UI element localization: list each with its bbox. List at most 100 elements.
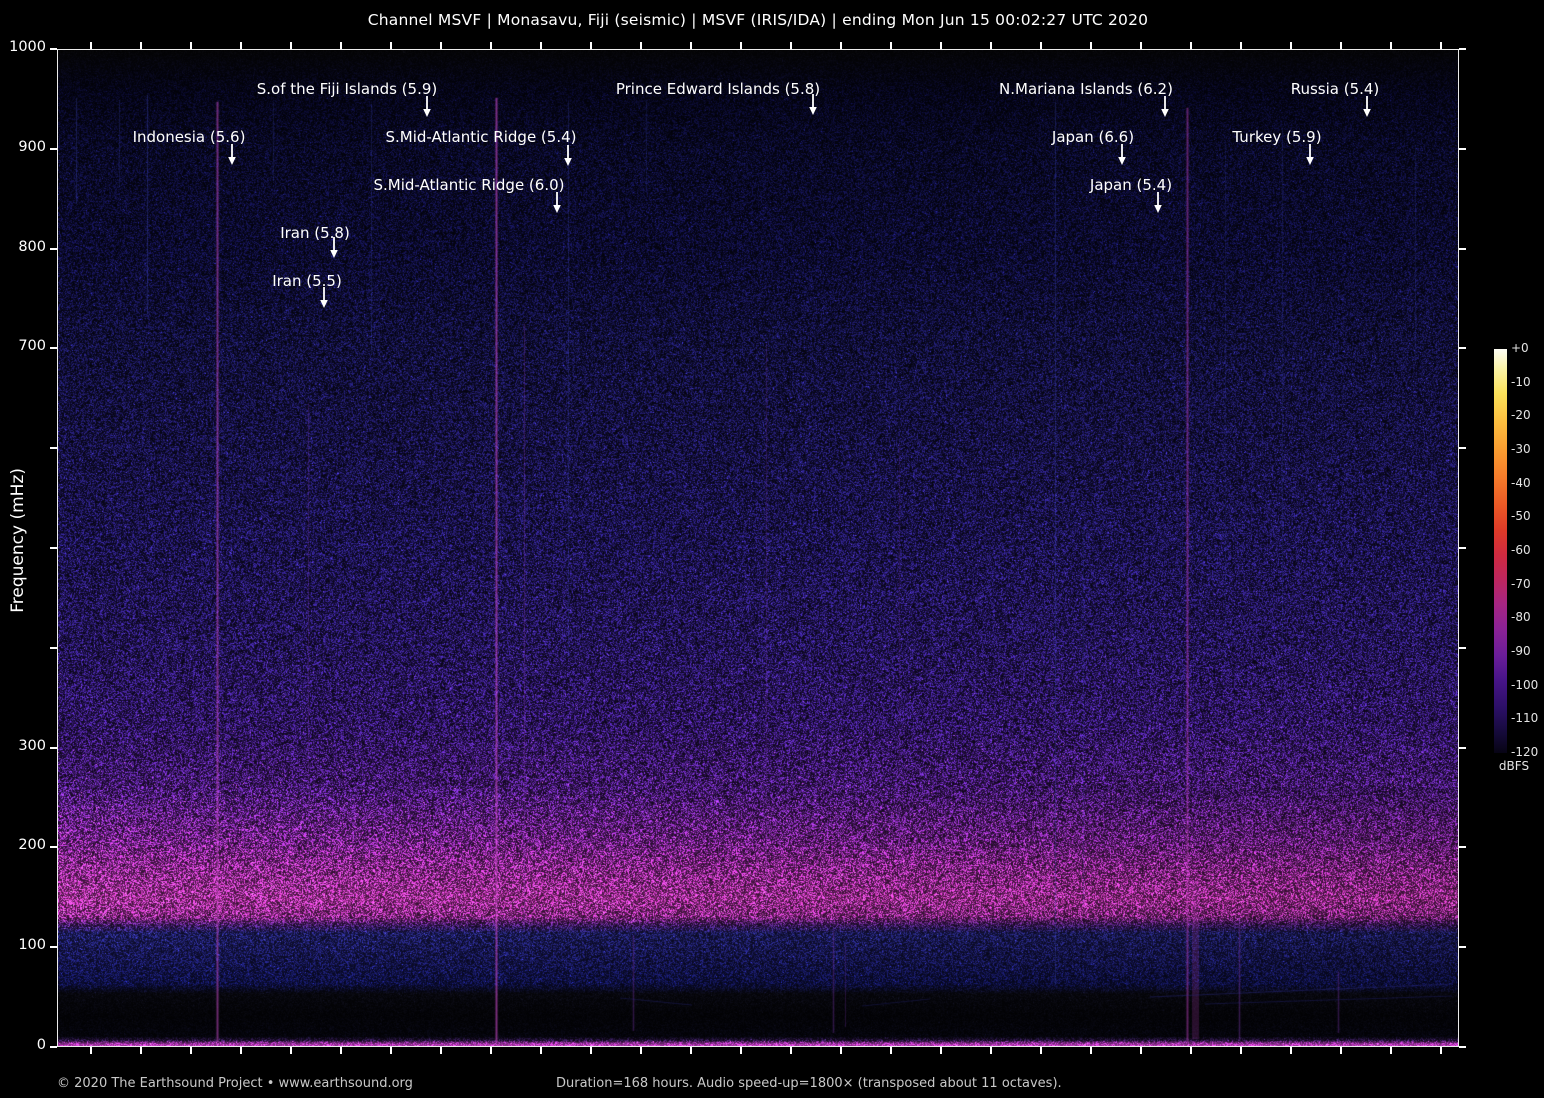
duration-text: Duration=168 hours. Audio speed-up=1800×… xyxy=(556,1076,1062,1091)
x-tick-top xyxy=(790,42,792,49)
event-annotation: Iran (5.5) xyxy=(272,272,342,290)
x-tick-bottom xyxy=(1040,1047,1042,1054)
event-annotation: S.Mid-Atlantic Ridge (5.4) xyxy=(385,128,577,146)
colorbar xyxy=(1494,349,1507,753)
x-tick-bottom xyxy=(240,1047,242,1054)
event-annotation: Russia (5.4) xyxy=(1290,80,1380,98)
y-tick-left xyxy=(50,347,57,349)
y-tick-label: 300 xyxy=(18,738,46,754)
y-tick-left xyxy=(50,846,57,848)
down-arrow-icon xyxy=(1118,144,1126,165)
y-tick-label: 100 xyxy=(18,937,46,953)
x-tick-top xyxy=(590,42,592,49)
x-tick-bottom xyxy=(1290,1047,1292,1054)
down-arrow-icon xyxy=(1154,192,1162,213)
x-tick-top xyxy=(1190,42,1192,49)
y-tick-left xyxy=(50,48,57,50)
colorbar-tick-label: -10 xyxy=(1511,374,1531,389)
y-tick-right xyxy=(1459,248,1466,250)
colorbar-tick-label: -90 xyxy=(1511,644,1531,658)
x-tick-top xyxy=(690,42,692,49)
y-tick-right xyxy=(1459,946,1466,948)
x-tick-bottom xyxy=(540,1047,542,1054)
x-tick-bottom xyxy=(290,1047,292,1054)
colorbar-tick-label: -60 xyxy=(1511,543,1531,557)
y-tick-right xyxy=(1459,647,1466,649)
y-tick-left xyxy=(50,248,57,250)
y-tick-label: 200 xyxy=(18,837,46,853)
colorbar-tick-label: -30 xyxy=(1511,442,1531,456)
copyright-text: © 2020 The Earthsound Project • www.eart… xyxy=(57,1076,413,1091)
event-annotation: S.of the Fiji Islands (5.9) xyxy=(256,80,438,98)
x-tick-bottom xyxy=(440,1047,442,1054)
colorbar-tick-label: -120 xyxy=(1511,745,1539,759)
y-tick-right xyxy=(1459,447,1466,449)
x-tick-top xyxy=(890,42,892,49)
event-annotation: Japan (6.6) xyxy=(1051,128,1135,146)
y-tick-label: 0 xyxy=(36,1037,46,1053)
x-tick-bottom xyxy=(1090,1047,1092,1054)
down-arrow-icon xyxy=(330,237,338,258)
colorbar-tick-label: -100 xyxy=(1511,677,1539,692)
x-tick-bottom xyxy=(790,1047,792,1054)
x-tick-top xyxy=(940,42,942,49)
x-tick-top xyxy=(340,42,342,49)
x-tick-bottom xyxy=(1190,1047,1192,1054)
x-tick-bottom xyxy=(1440,1047,1442,1054)
x-tick-top xyxy=(190,42,192,49)
down-arrow-icon xyxy=(228,144,236,165)
y-tick-right xyxy=(1459,148,1466,150)
x-tick-bottom xyxy=(390,1047,392,1054)
y-tick-right xyxy=(1459,48,1466,50)
x-tick-bottom xyxy=(690,1047,692,1054)
spectrogram-canvas xyxy=(58,50,1458,1046)
down-arrow-icon xyxy=(809,94,817,115)
y-tick-left xyxy=(50,747,57,749)
x-tick-top xyxy=(1340,42,1342,49)
y-tick-left xyxy=(50,547,57,549)
x-tick-bottom xyxy=(190,1047,192,1054)
event-annotation: Iran (5.8) xyxy=(280,224,350,242)
x-tick-top xyxy=(840,42,842,49)
colorbar-tick-label: -110 xyxy=(1511,711,1539,726)
y-tick-right xyxy=(1459,547,1466,549)
x-tick-bottom xyxy=(1340,1047,1342,1054)
x-tick-top xyxy=(290,42,292,49)
y-tick-left xyxy=(50,148,57,150)
colorbar-tick-label: -50 xyxy=(1511,509,1531,524)
x-tick-top xyxy=(1040,42,1042,49)
y-tick-right xyxy=(1459,846,1466,848)
colorbar-tick-label: -20 xyxy=(1511,408,1531,423)
down-arrow-icon xyxy=(553,192,561,213)
colorbar-tick-label: -80 xyxy=(1511,610,1531,625)
x-tick-bottom xyxy=(740,1047,742,1054)
x-tick-top xyxy=(140,42,142,49)
colorbar-unit-label: dBFS xyxy=(1498,759,1530,773)
event-annotation: S.Mid-Atlantic Ridge (6.0) xyxy=(373,176,565,194)
y-tick-right xyxy=(1459,747,1466,749)
x-tick-bottom xyxy=(490,1047,492,1054)
down-arrow-icon xyxy=(320,287,328,308)
y-tick-right xyxy=(1459,347,1466,349)
x-tick-bottom xyxy=(840,1047,842,1054)
colorbar-tick-label: +0 xyxy=(1511,341,1529,355)
y-tick-left xyxy=(50,447,57,449)
x-tick-bottom xyxy=(90,1047,92,1054)
x-tick-top xyxy=(1290,42,1292,49)
x-tick-top xyxy=(240,42,242,49)
down-arrow-icon xyxy=(1161,96,1169,117)
x-tick-bottom xyxy=(640,1047,642,1054)
x-tick-top xyxy=(540,42,542,49)
x-tick-bottom xyxy=(1140,1047,1142,1054)
x-tick-top xyxy=(640,42,642,49)
plot-area xyxy=(57,49,1459,1047)
chart-title: Channel MSVF | Monasavu, Fiji (seismic) … xyxy=(367,11,1149,29)
y-tick-left xyxy=(50,946,57,948)
y-tick-label: 1000 xyxy=(9,39,46,55)
x-tick-top xyxy=(1390,42,1392,49)
event-annotation: Japan (5.4) xyxy=(1089,176,1173,194)
y-tick-left xyxy=(50,1046,57,1048)
x-tick-bottom xyxy=(940,1047,942,1054)
x-tick-top xyxy=(390,42,392,49)
